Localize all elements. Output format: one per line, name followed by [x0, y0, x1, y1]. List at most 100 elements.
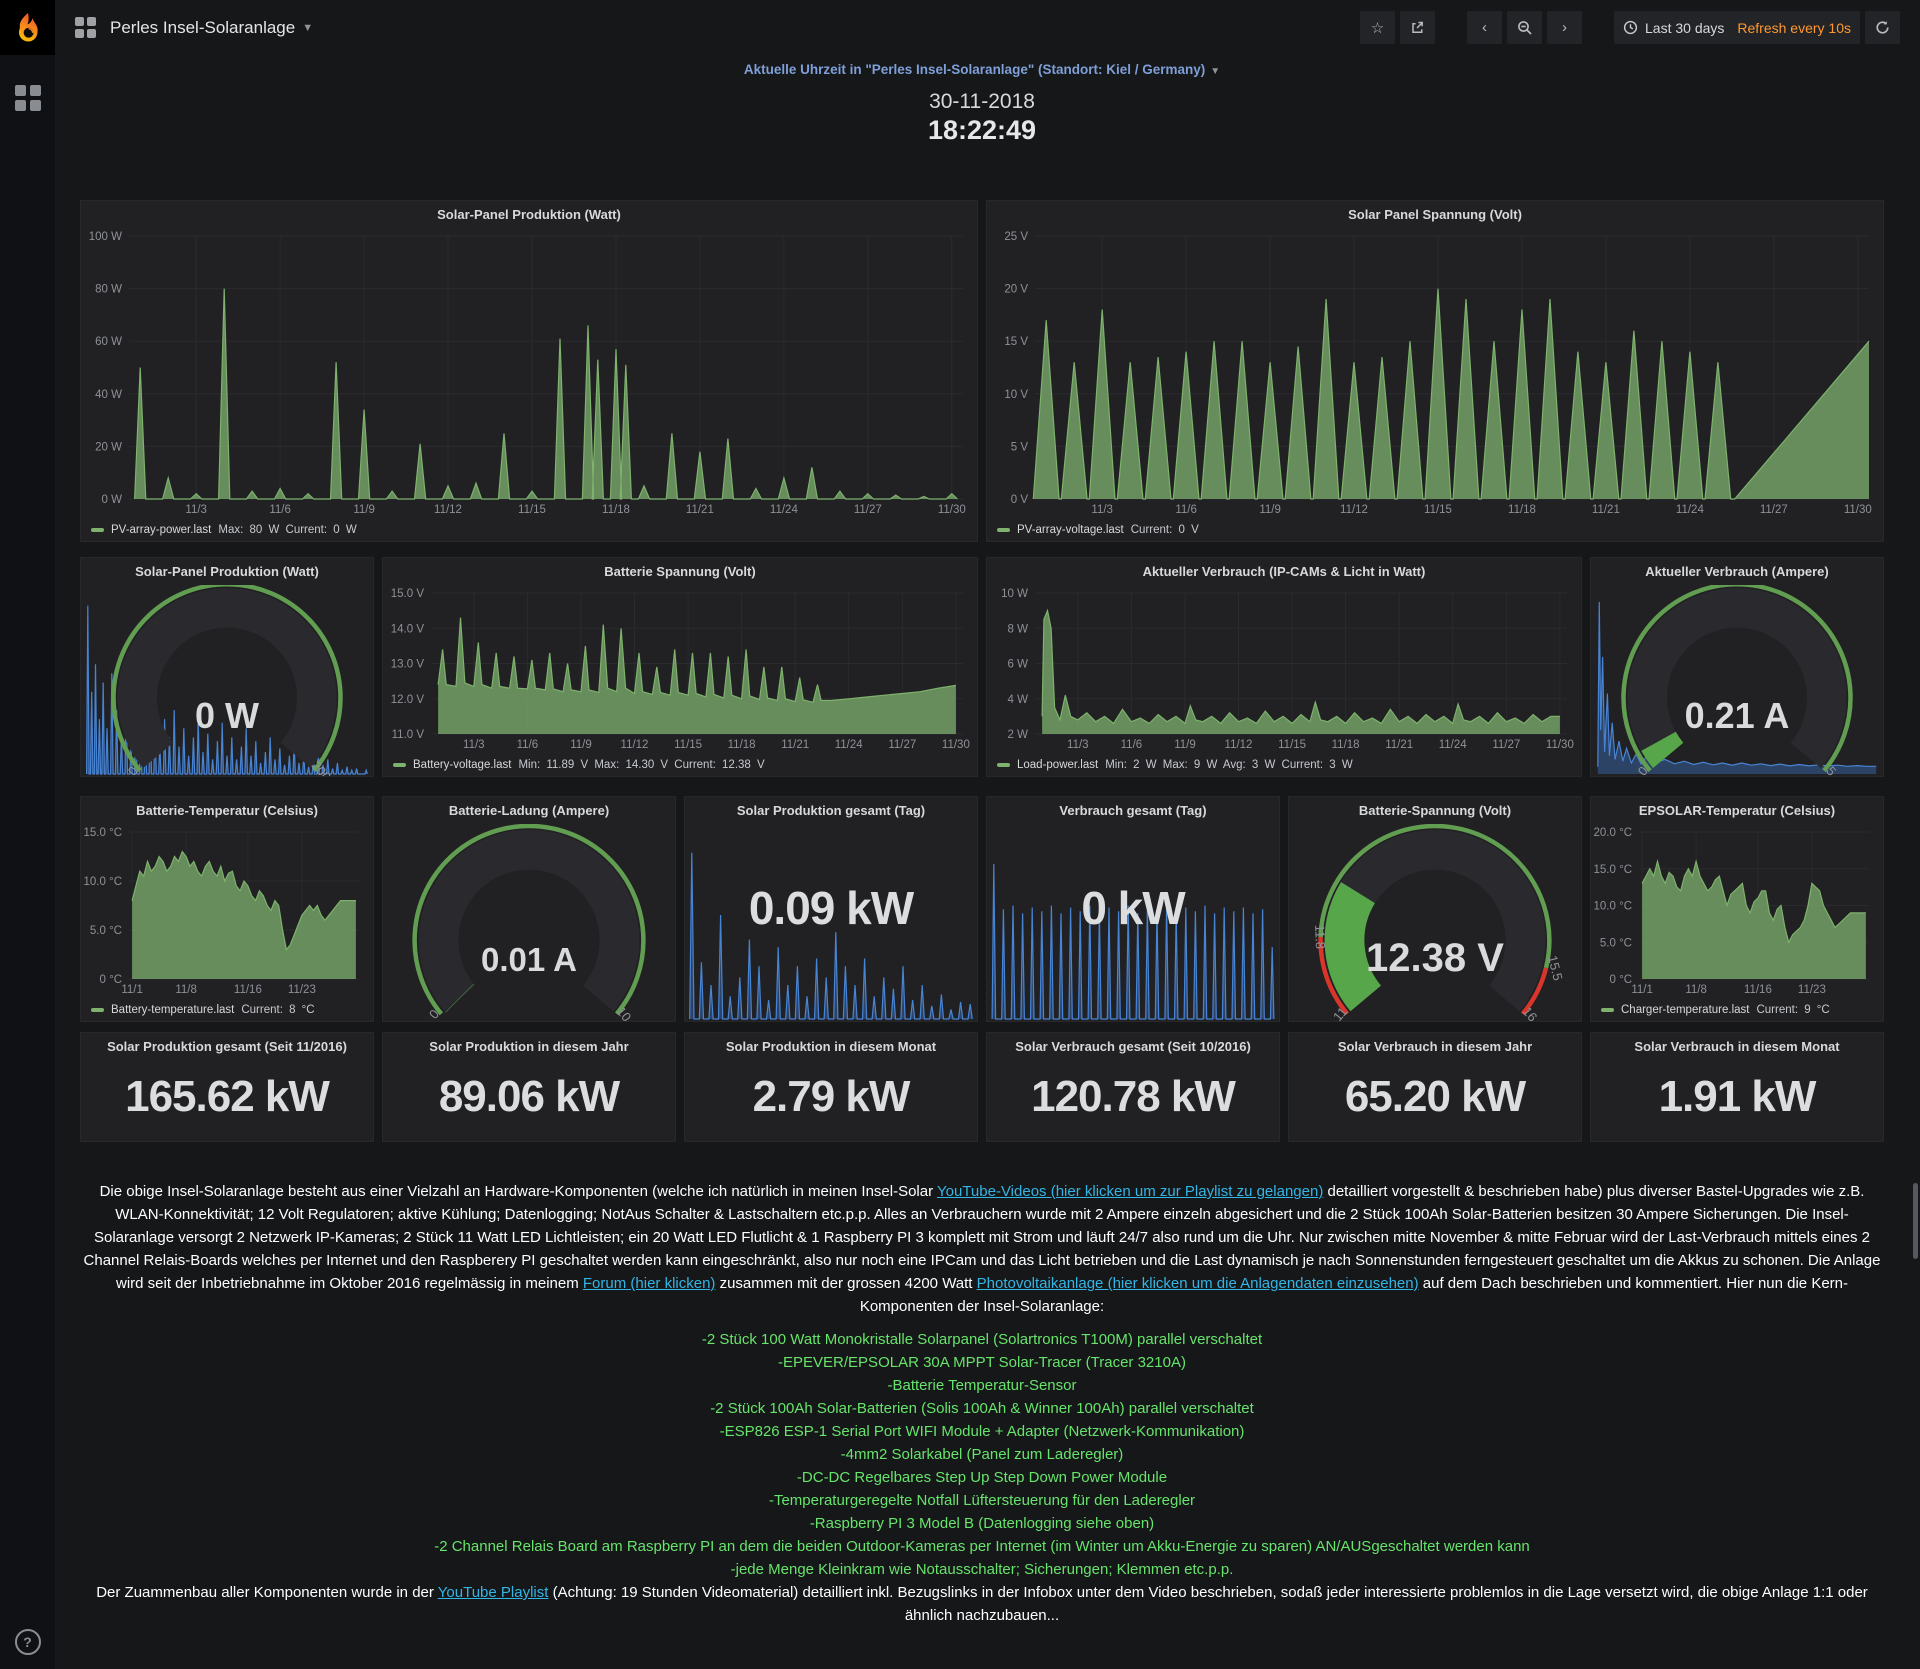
gauge-area: 0 5 0.21 A [1591, 585, 1883, 776]
svg-text:5.0 °C: 5.0 °C [1600, 937, 1632, 949]
component-item: -Temperaturgeregelte Notfall Lüftersteue… [768, 1492, 1196, 1509]
svg-text:20.0 °C: 20.0 °C [1594, 827, 1632, 839]
component-item: -Batterie Temperatur-Sensor [887, 1377, 1077, 1394]
pv-power-gauge[interactable]: 0 200 0 W [81, 585, 373, 776]
svg-text:11.0 V: 11.0 V [392, 729, 425, 741]
legend-series-name[interactable]: Battery-voltage.last [413, 758, 512, 771]
component-item: -jede Menge Kleinkram wie Notausschalter… [730, 1561, 1234, 1578]
panel-title[interactable]: Batterie-Ladung (Ampere) [448, 803, 610, 818]
description-text: detailliert vorgestellt & beschrieben ha… [83, 1183, 1881, 1292]
legend[interactable]: Battery-voltage.last Min: 11.89 V Max: 14… [393, 756, 765, 773]
panel-title[interactable]: Solar-Panel Produktion (Watt) [135, 564, 319, 579]
legend-series-name[interactable]: Battery-temperature.last [111, 1003, 235, 1016]
ampere-gauge[interactable]: 0 5 0.21 A [1591, 585, 1883, 776]
description-link[interactable]: Forum (hier klicken) [582, 1275, 716, 1292]
legend-color-dash [393, 762, 406, 767]
charge-gauge[interactable]: 0 10 0.01 A [383, 824, 675, 1021]
svg-text:11/23: 11/23 [288, 984, 316, 996]
description-link[interactable]: Photovoltaikanlage (hier klicken um die … [976, 1275, 1419, 1292]
sidebar-dashboards-icon[interactable] [14, 85, 41, 111]
component-item: -2 Stück 100Ah Solar-Batterien (Solis 10… [710, 1400, 1254, 1417]
zoom-out-button[interactable] [1507, 11, 1542, 44]
description-link[interactable]: YouTube-Videos (hier klicken um zur Play… [937, 1183, 1324, 1200]
svg-text:11/12: 11/12 [434, 504, 462, 516]
legend-series-name[interactable]: PV-array-power.last [111, 523, 212, 536]
panel-title[interactable]: Solar Produktion gesamt (Tag) [736, 803, 926, 818]
panel-title[interactable]: Aktueller Verbrauch (Ampere) [1645, 564, 1829, 579]
time-range-button[interactable]: Last 30 days Refresh every 10s [1614, 11, 1860, 44]
legend[interactable]: Charger-temperature.last Current: 9 °C [1601, 1001, 1830, 1018]
stat-verbrauch-year: Solar Verbrauch in diesem Jahr 65.20 kW [1288, 1032, 1582, 1142]
charger-temp-chart[interactable]: 11/1 11/8 11/16 11/23 0 °C 5.0 °C 10.0 °C 15.0 … [1591, 824, 1883, 999]
legend-series-name[interactable]: Load-power.last [1017, 758, 1099, 771]
legend[interactable]: PV-array-power.last Max: 80 W Current: 0 … [91, 521, 357, 538]
panel-title[interactable]: Verbrauch gesamt (Tag) [1059, 803, 1207, 818]
battery-temp-chart[interactable]: 11/1 11/8 11/16 11/23 0 °C 5.0 °C 10.0 °C 15.0 … [81, 824, 373, 999]
battery-voltage-chart[interactable]: 11/3 11/6 11/9 11/12 11/15 11/18 11/21 11/24 11/… [383, 585, 977, 754]
svg-text:11/6: 11/6 [517, 739, 539, 751]
svg-text:12.0 V: 12.0 V [391, 694, 425, 706]
gauge-area: 0 200 0 W [81, 585, 373, 776]
pv-power-chart[interactable]: 11/3 11/6 11/9 11/12 11/15 11/18 11/21 11/24 11/… [81, 228, 977, 519]
pv-voltage-chart[interactable]: 11/3 11/6 11/9 11/12 11/15 11/18 11/21 11/24 11/… [987, 228, 1883, 519]
panel-battery-voltage: Batterie Spannung (Volt) 11/3 11/6 11/9 11/… [382, 557, 978, 777]
description-link[interactable]: YouTube Playlist [437, 1584, 549, 1601]
legend[interactable]: Battery-temperature.last Current: 8 °C [91, 1001, 315, 1018]
panel-title[interactable]: Batterie-Temperatur (Celsius) [136, 803, 318, 818]
grafana-logo-icon[interactable] [0, 0, 55, 55]
refresh-interval-label: Refresh every 10s [1737, 19, 1851, 36]
stat-title[interactable]: Solar Verbrauch in diesem Jahr [1337, 1039, 1533, 1054]
svg-text:2 W: 2 W [1008, 729, 1029, 741]
dashboard-title-caret-icon[interactable]: ▼ [302, 21, 314, 34]
panel-title[interactable]: Solar-Panel Produktion (Watt) [437, 207, 621, 222]
clock-icon [1623, 20, 1638, 35]
clock-date: 30-11-2018 [929, 90, 1035, 113]
clock-panel-title[interactable]: Aktuelle Uhrzeit in "Perles Insel-Solara… [80, 62, 1884, 77]
svg-text:10.0 °C: 10.0 °C [1594, 901, 1632, 913]
svg-text:10.0 °C: 10.0 °C [84, 876, 122, 888]
panel-title[interactable]: Solar Panel Spannung (Volt) [1348, 207, 1522, 222]
svg-text:11/27: 11/27 [854, 504, 882, 516]
refresh-button[interactable] [1865, 11, 1900, 44]
top-nav: Perles Insel-Solaranlage ▼ ☆ ‹ › Last 30… [55, 0, 1920, 55]
panel-title[interactable]: Batterie-Spannung (Volt) [1358, 803, 1512, 818]
panel-pv-power-chart: Solar-Panel Produktion (Watt) 11/3 11/6 11… [80, 200, 978, 542]
panel-title[interactable]: Batterie Spannung (Volt) [604, 564, 756, 579]
svg-text:11/9: 11/9 [1174, 739, 1196, 751]
dashboard-picker-icon[interactable] [75, 17, 96, 38]
svg-text:11/12: 11/12 [1340, 504, 1368, 516]
legend-series-name[interactable]: Charger-temperature.last [1621, 1003, 1750, 1016]
load-power-chart[interactable]: 11/3 11/6 11/9 11/12 11/15 11/18 11/21 11/24 11/… [987, 585, 1581, 754]
svg-text:11/8: 11/8 [1685, 984, 1707, 996]
help-icon[interactable]: ? [14, 1629, 41, 1655]
stat-title[interactable]: Solar Verbrauch in diesem Monat [1634, 1039, 1840, 1054]
time-back-button[interactable]: ‹ [1467, 11, 1502, 44]
time-forward-button[interactable]: › [1547, 11, 1582, 44]
share-button[interactable] [1400, 11, 1435, 44]
stat-value: 120.78 kW [1031, 1072, 1236, 1121]
prod-day-sparkline [685, 824, 977, 1021]
svg-text:15.0 °C: 15.0 °C [84, 827, 122, 839]
svg-text:11/30: 11/30 [942, 739, 970, 751]
dashboard-title[interactable]: Perles Insel-Solaranlage [110, 17, 296, 37]
panel-battery-temp: Batterie-Temperatur (Celsius) 11/1 11/8 11… [80, 796, 374, 1022]
panel-title[interactable]: EPSOLAR-Temperatur (Celsius) [1638, 803, 1836, 818]
legend[interactable]: PV-array-voltage.last Current: 0 V [997, 521, 1199, 538]
stat-title[interactable]: Solar Produktion in diesem Jahr [429, 1039, 629, 1054]
svg-text:40 W: 40 W [95, 389, 122, 401]
spark-area [987, 824, 1279, 1021]
svg-text:8 W: 8 W [1008, 623, 1029, 635]
clock-panel-caret-icon[interactable]: ▼ [1210, 66, 1221, 77]
stat-title[interactable]: Solar Verbrauch gesamt (Seit 10/2016) [1015, 1039, 1251, 1054]
legend[interactable]: Load-power.last Min: 2 W Max: 9 W Avg: 3 … [997, 756, 1353, 773]
legend-metrics: Min: 11.89 V Max: 14.30 V Current: 12.38… [518, 758, 765, 771]
panel-title[interactable]: Aktueller Verbrauch (IP-CAMs & Licht in … [1142, 564, 1426, 579]
panel-load-power: Aktueller Verbrauch (IP-CAMs & Licht in … [986, 557, 1582, 777]
scrollbar-thumb[interactable] [1913, 1183, 1918, 1259]
battery-voltage-gauge[interactable]: 11 11.8 15.5 16 12.38 V [1289, 824, 1581, 1021]
stat-title[interactable]: Solar Produktion gesamt (Seit 11/2016) [107, 1039, 347, 1054]
legend-series-name[interactable]: PV-array-voltage.last [1017, 523, 1124, 536]
legend-metrics: Current: 8 °C [241, 1003, 315, 1016]
star-button[interactable]: ☆ [1360, 11, 1395, 44]
stat-title[interactable]: Solar Produktion in diesem Monat [725, 1039, 937, 1054]
